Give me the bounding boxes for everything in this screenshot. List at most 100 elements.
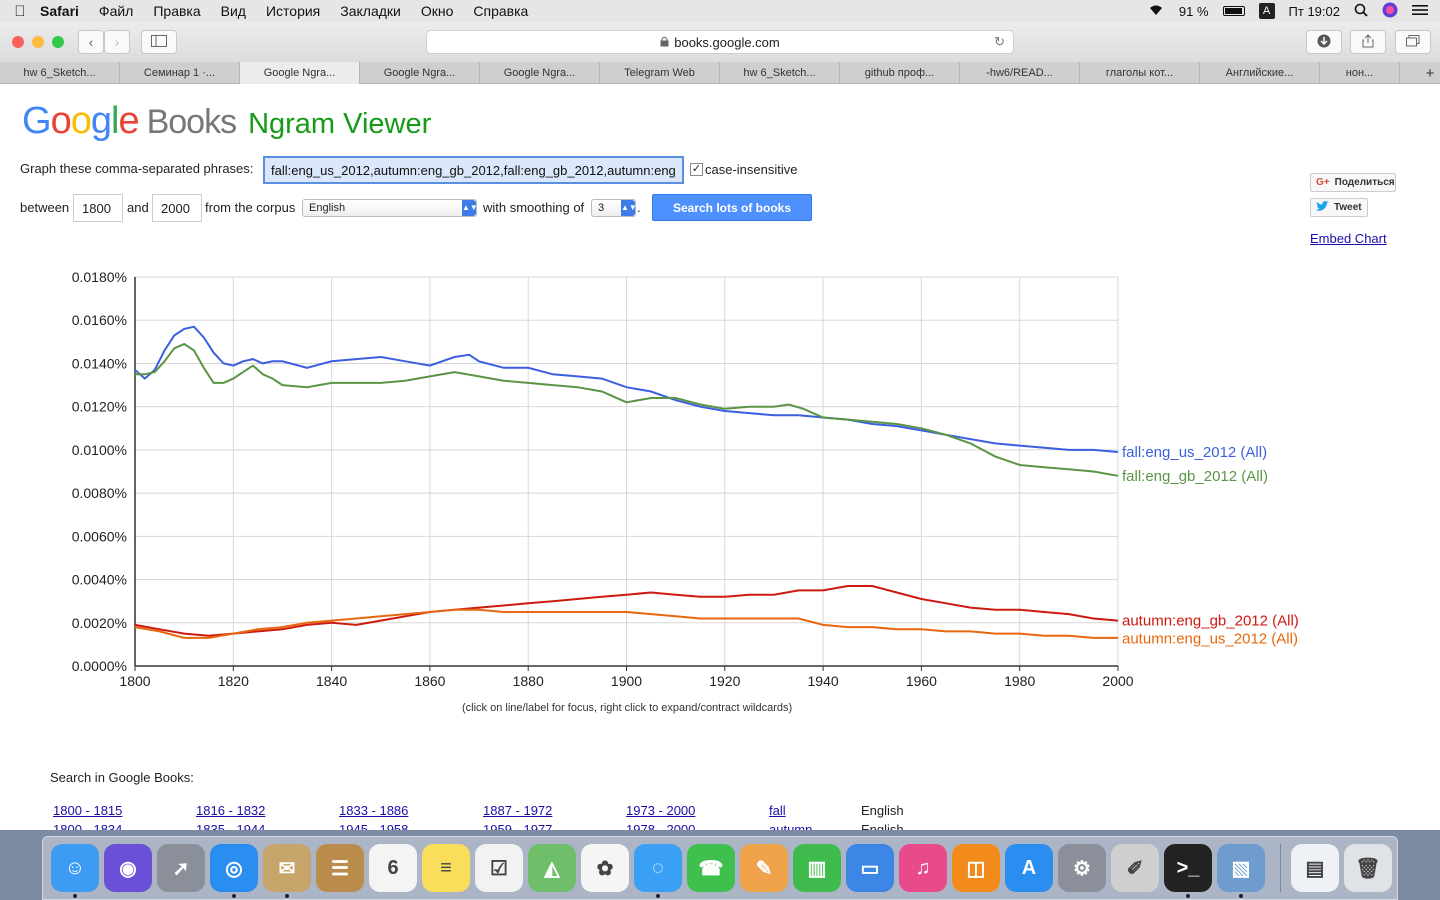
browser-tab[interactable]: Google Ngra... <box>360 62 480 84</box>
safari-icon[interactable]: ◎ <box>210 844 258 898</box>
numbers-icon[interactable]: ▥ <box>793 844 841 892</box>
launchpad-icon[interactable]: ➚ <box>157 844 205 892</box>
sidebar-toggle-button[interactable] <box>141 30 177 54</box>
gplus-share-label: Поделиться <box>1334 177 1395 188</box>
search-range-link[interactable]: 1978 - 2000 <box>626 822 696 830</box>
mail-icon[interactable]: ✉ <box>263 844 311 898</box>
browser-tab[interactable]: нон... <box>1320 62 1400 84</box>
series-line[interactable] <box>134 608 1118 639</box>
year-start-input[interactable] <box>73 194 123 222</box>
script-editor-icon[interactable]: ✐ <box>1111 844 1159 892</box>
menu-bookmarks[interactable]: Закладки <box>340 3 401 19</box>
search-term-link[interactable]: fall <box>769 803 786 818</box>
keynote-icon[interactable]: ▭ <box>846 844 894 892</box>
ibooks-icon[interactable]: ◫ <box>952 844 1000 892</box>
smoothing-select[interactable]: 3 ▲▼ <box>591 199 637 217</box>
browser-tab[interactable]: глаголы кот... <box>1080 62 1200 84</box>
y-tick-label: 0.0120% <box>72 399 127 415</box>
menu-file[interactable]: Файл <box>98 3 134 19</box>
window-zoom-button[interactable] <box>52 36 64 48</box>
contacts-icon[interactable]: ☰ <box>316 844 364 892</box>
pages-icon[interactable]: ✎ <box>740 844 788 892</box>
trash-icon[interactable]: 🗑 <box>1344 844 1392 892</box>
spotlight-search-icon[interactable] <box>1354 3 1368 20</box>
series-line[interactable] <box>134 325 1119 453</box>
downloads-stack-icon[interactable]: ▤ <box>1291 844 1339 892</box>
siri-icon[interactable] <box>1382 2 1398 21</box>
search-range-link[interactable]: 1800 - 1815 <box>53 803 123 818</box>
browser-tab[interactable]: -hw6/READ... <box>960 62 1080 84</box>
browser-tab[interactable]: hw 6_Sketch... <box>720 62 840 84</box>
gplus-share-button[interactable]: G+ Поделиться <box>1310 173 1396 192</box>
series-label[interactable]: autumn:eng_gb_2012 (All) <box>1122 613 1299 630</box>
search-range-link[interactable]: 1800 - 1834 <box>53 822 123 830</box>
apple-menu-icon[interactable]:  <box>0 3 40 20</box>
search-term-link[interactable]: autumn <box>769 822 813 830</box>
browser-tab[interactable]: hw 6_Sketch... <box>0 62 120 84</box>
back-button[interactable]: ‹ <box>78 30 104 54</box>
preview-icon[interactable]: ▧ <box>1217 844 1265 898</box>
battery-icon[interactable] <box>1222 6 1245 16</box>
series-label[interactable]: autumn:eng_us_2012 (All) <box>1122 631 1298 648</box>
menu-view[interactable]: Вид <box>220 3 246 19</box>
search-range-link[interactable]: 1816 - 1832 <box>196 803 266 818</box>
terminal-icon[interactable]: >_ <box>1164 844 1212 898</box>
menu-clock[interactable]: Пт 19:02 <box>1288 3 1340 19</box>
reload-icon[interactable]: ↻ <box>994 34 1005 49</box>
menu-help[interactable]: Справка <box>473 3 529 19</box>
notes-icon[interactable]: ≡ <box>422 844 470 892</box>
browser-tab[interactable]: Семинар 1 ·... <box>120 62 240 84</box>
reminders-icon[interactable]: ☑ <box>475 844 523 892</box>
search-range-link[interactable]: 1833 - 1886 <box>339 803 409 818</box>
window-close-button[interactable] <box>12 36 24 48</box>
corpus-select[interactable]: English ▲▼ <box>302 199 478 217</box>
photos-icon[interactable]: ✿ <box>581 844 629 892</box>
share-toolbar-button[interactable] <box>1350 30 1386 54</box>
google-books-logo[interactable]: Google Books Ngram Viewer <box>22 100 431 143</box>
siri-icon[interactable]: ◉ <box>104 844 152 892</box>
messages-icon[interactable]: ◌ <box>634 844 682 898</box>
search-books-button[interactable]: Search lots of books <box>652 194 812 221</box>
new-tab-button[interactable]: + <box>1425 64 1435 82</box>
address-bar[interactable]: books.google.com ↻ <box>426 30 1014 54</box>
page-content: Google Books Ngram Viewer Graph these comm… <box>0 84 1440 830</box>
tweet-button[interactable]: Tweet <box>1310 198 1368 217</box>
system-preferences-icon[interactable]: ⚙ <box>1058 844 1106 892</box>
series-line[interactable] <box>135 342 1119 477</box>
calendar-icon[interactable]: 6 <box>369 844 417 892</box>
menu-app-name[interactable]: Safari <box>40 3 79 19</box>
finder-icon[interactable]: ☺ <box>51 844 99 898</box>
search-range-link[interactable]: 1835 - 1944 <box>196 822 266 830</box>
series-label[interactable]: fall:eng_us_2012 (All) <box>1122 444 1267 461</box>
window-minimize-button[interactable] <box>32 36 44 48</box>
wifi-icon[interactable] <box>1147 3 1165 19</box>
browser-tab[interactable]: Google Ngra... <box>480 62 600 84</box>
tab-overview-button[interactable] <box>1395 30 1431 54</box>
chart-hint-text: (click on line/label for focus, right cl… <box>462 702 793 714</box>
facetime-icon[interactable]: ☎ <box>687 844 735 892</box>
browser-tab[interactable]: Telegram Web <box>600 62 720 84</box>
notification-center-icon[interactable] <box>1412 4 1428 19</box>
maps-icon[interactable]: ◭ <box>528 844 576 892</box>
browser-tab[interactable]: github проф... <box>840 62 960 84</box>
case-insensitive-checkbox[interactable]: ✓ <box>690 163 703 176</box>
menu-window[interactable]: Окно <box>420 3 454 19</box>
menu-edit[interactable]: Правка <box>153 3 201 19</box>
browser-tab-active[interactable]: Google Ngra... <box>240 62 360 84</box>
phrases-input[interactable] <box>263 156 684 184</box>
series-label[interactable]: fall:eng_gb_2012 (All) <box>1122 468 1268 485</box>
itunes-icon[interactable]: ♫ <box>899 844 947 892</box>
search-range-link[interactable]: 1887 - 1972 <box>483 803 553 818</box>
search-range-link[interactable]: 1959 - 1977 <box>483 822 553 830</box>
downloads-button[interactable] <box>1306 30 1342 54</box>
input-source-indicator[interactable]: A <box>1258 3 1275 19</box>
forward-button[interactable]: › <box>104 30 130 54</box>
browser-tab[interactable]: Английские... <box>1200 62 1320 84</box>
app-store-icon[interactable]: A <box>1005 844 1053 892</box>
menu-history[interactable]: История <box>265 3 321 19</box>
embed-chart-link[interactable]: Embed Chart <box>1310 231 1387 246</box>
series-line[interactable] <box>134 585 1119 637</box>
search-range-link[interactable]: 1945 - 1958 <box>339 822 409 830</box>
search-range-link[interactable]: 1973 - 2000 <box>626 803 696 818</box>
year-end-input[interactable] <box>152 194 202 222</box>
